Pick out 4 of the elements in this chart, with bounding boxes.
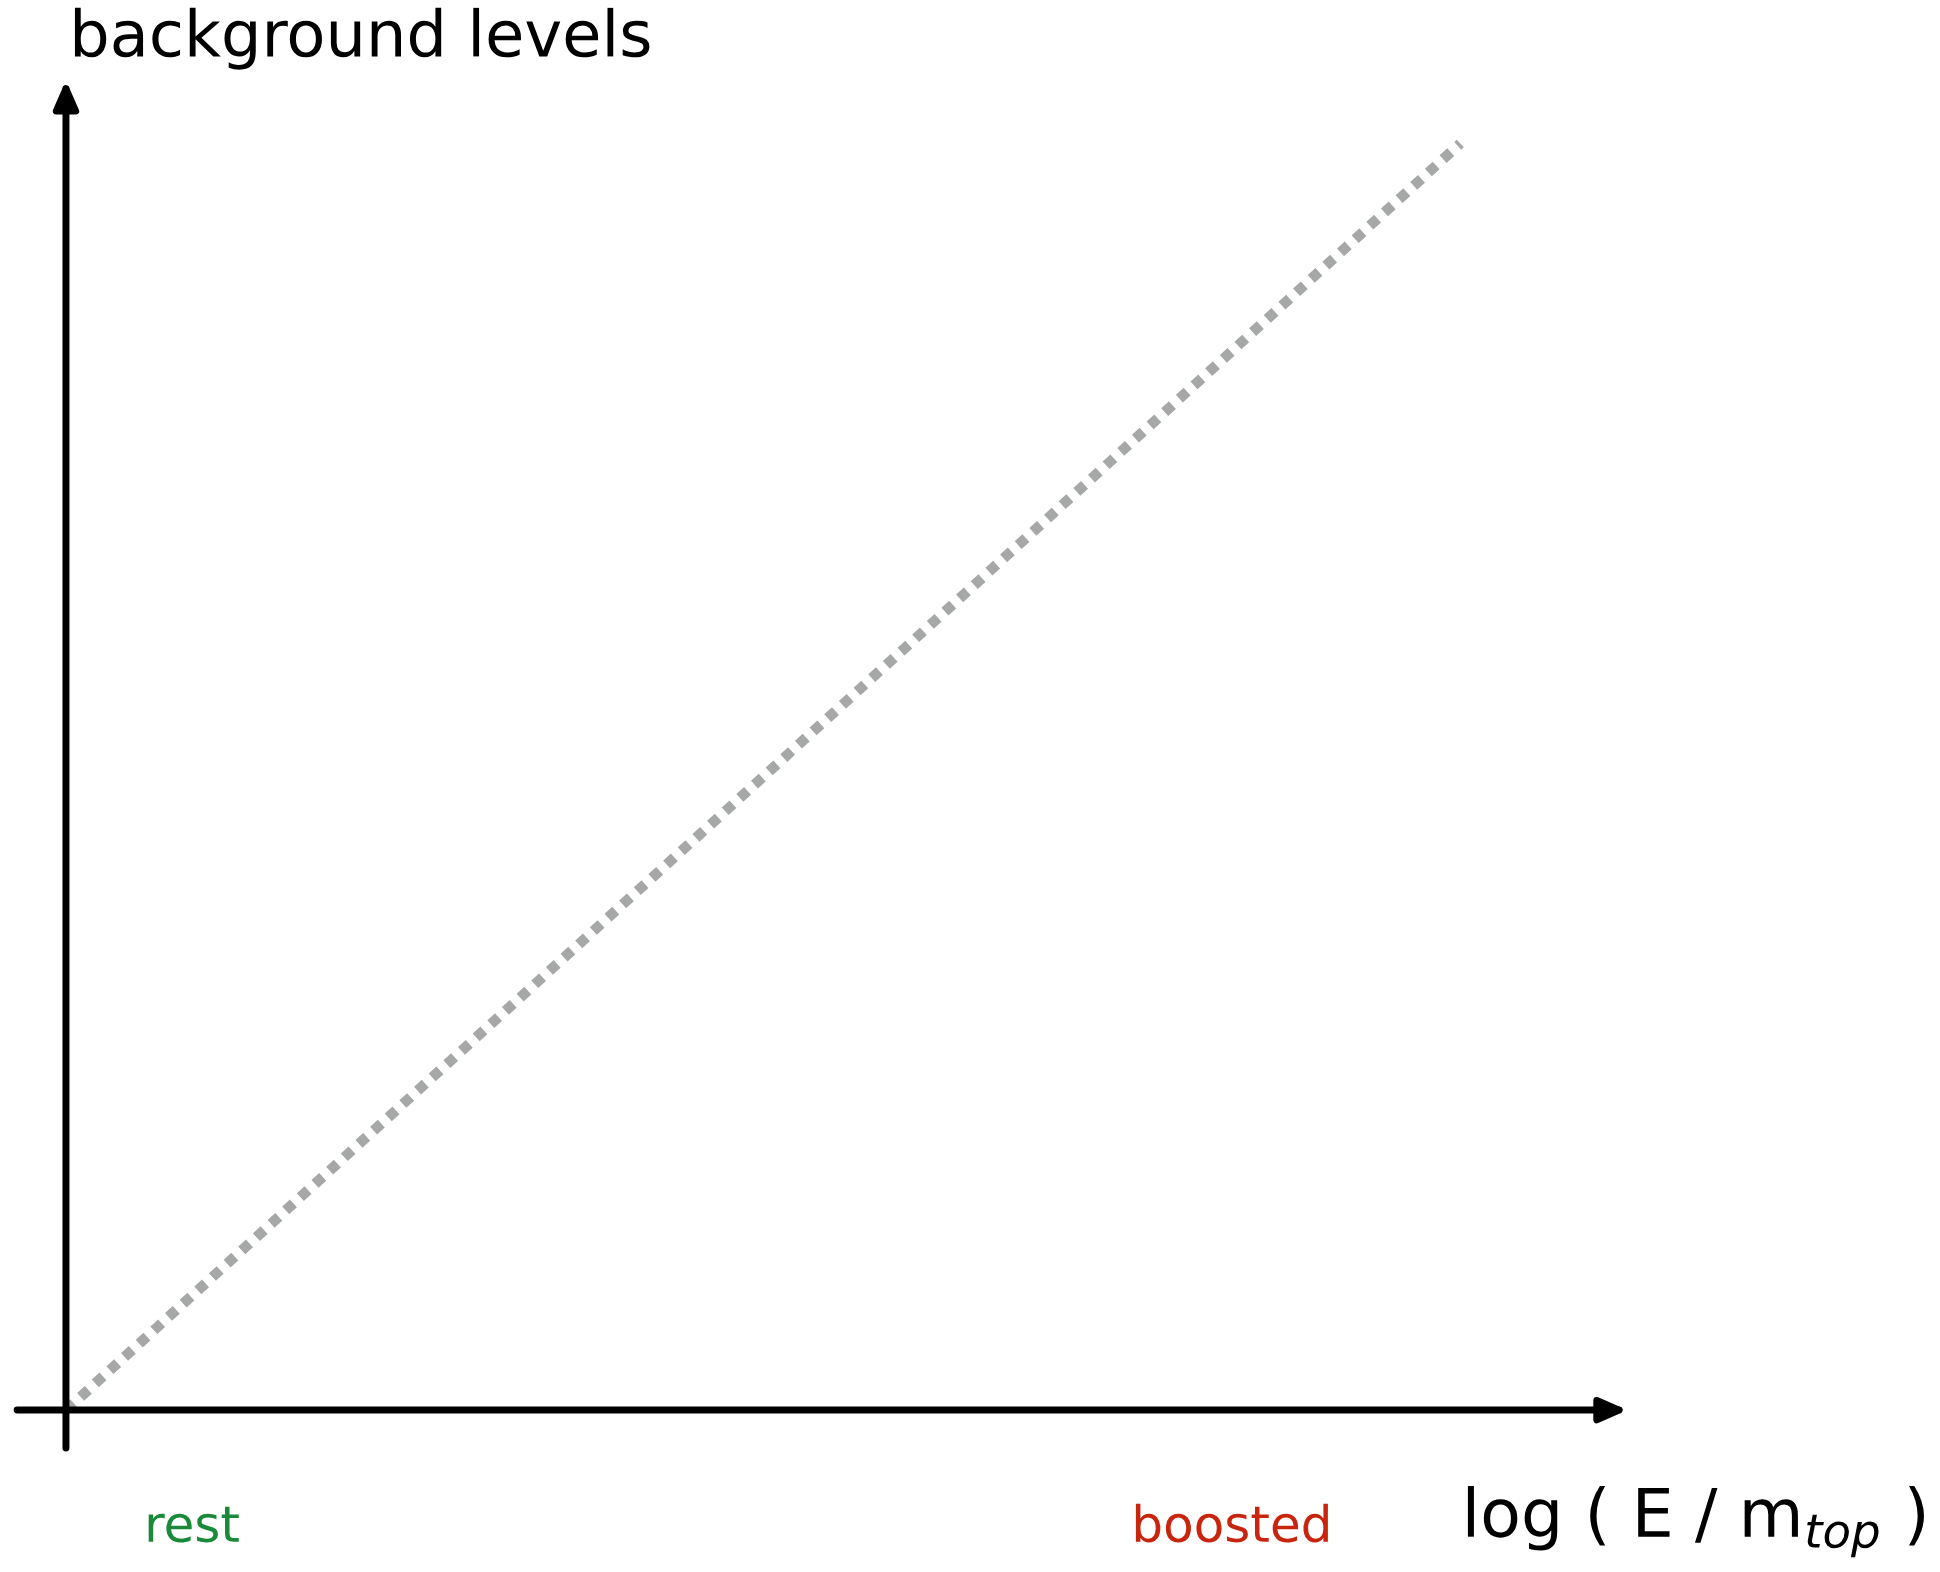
text: boosted	[1135, 1503, 1328, 1543]
y-axis-title: background levels	[74, 7, 650, 70]
x-axis-title: log ( E / m$_{top}$ )	[1467, 1486, 1924, 1558]
text: rest	[148, 1506, 239, 1543]
